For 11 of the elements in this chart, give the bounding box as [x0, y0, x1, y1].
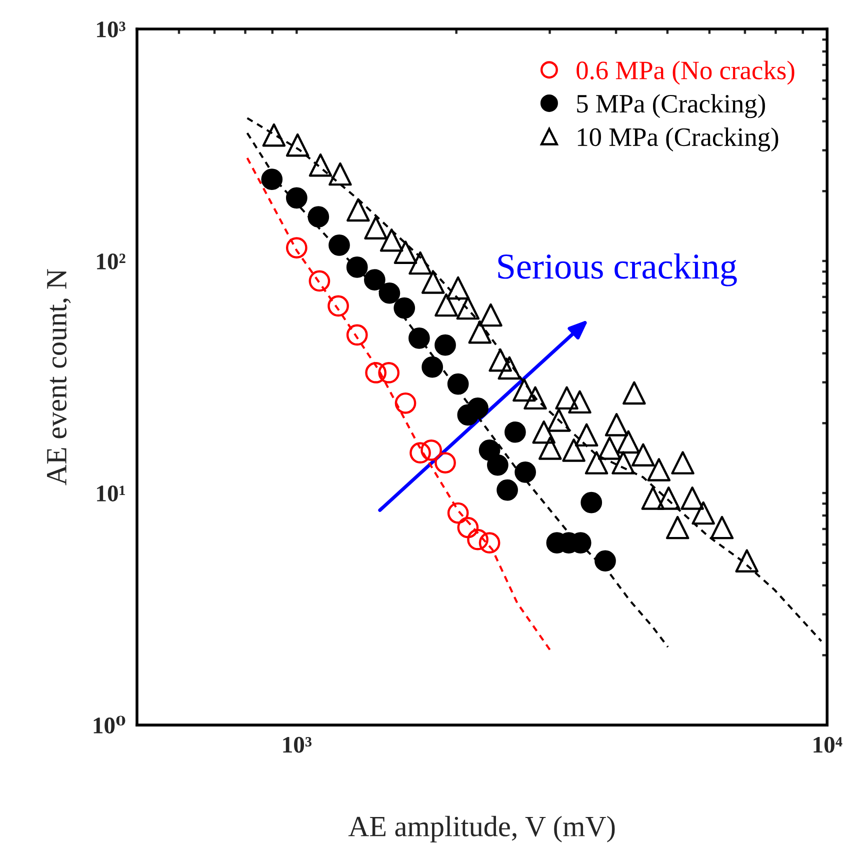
- y-tick-label: 10¹: [97, 486, 125, 502]
- legend-label: 0.6 MPa (No cracks): [576, 60, 794, 85]
- y-tick-label: 10⁰: [94, 716, 126, 734]
- legend-label: 5 MPa (Cracking): [577, 94, 765, 118]
- x-axis-title: AE amplitude, V (mV): [348, 816, 615, 842]
- y-tick-label: 10³: [97, 21, 126, 38]
- y-axis-title: AE event count, N: [47, 269, 71, 486]
- annotation: Serious cracking: [498, 253, 737, 286]
- x-tick-label: 10⁴: [814, 736, 842, 753]
- legend-label: 10 MPa (Cracking): [578, 128, 778, 152]
- y-tick-label: 10²: [97, 253, 126, 270]
